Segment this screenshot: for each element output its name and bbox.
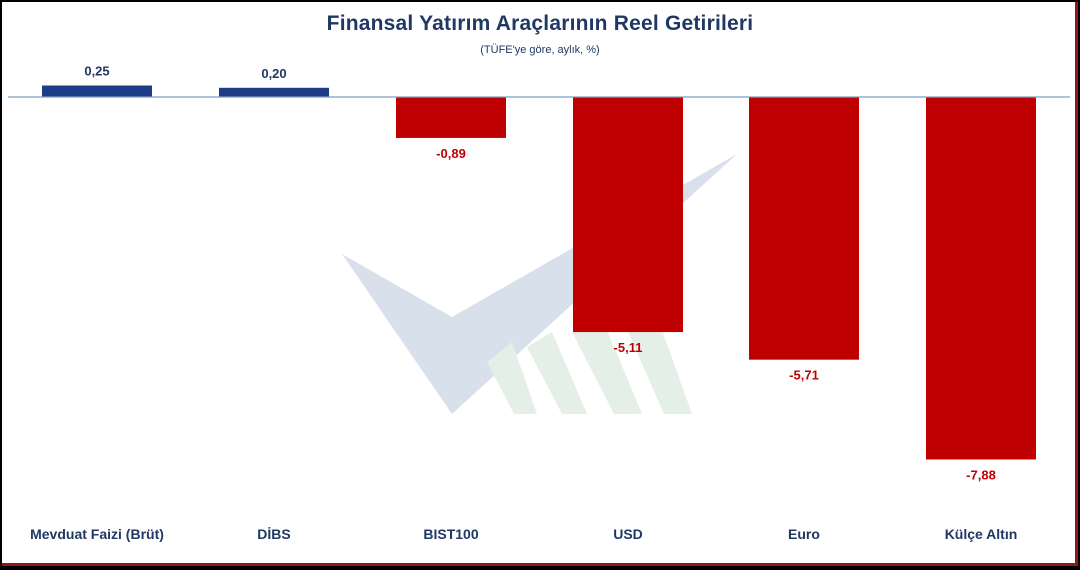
- data-label-4: -5,11: [614, 340, 643, 355]
- watermark-stripe-1: [487, 342, 537, 414]
- bar-2: [219, 87, 329, 97]
- bar-6: [926, 97, 1036, 460]
- bar-1: [42, 85, 152, 97]
- data-label-6: -7,88: [966, 467, 996, 482]
- bar-3: [396, 97, 506, 138]
- watermark-stripe-3: [572, 318, 642, 414]
- category-label-4: USD: [613, 526, 643, 542]
- data-label-3: -0,89: [436, 146, 466, 161]
- bar-4: [573, 97, 683, 333]
- category-label-5: Euro: [788, 526, 820, 542]
- chart-subtitle: (TÜFE'ye göre, aylık, %): [480, 44, 600, 56]
- data-label-5: -5,71: [789, 368, 819, 383]
- category-label-1: Mevduat Faizi (Brüt): [30, 526, 164, 542]
- chart-title: Finansal Yatırım Araçlarının Reel Getiri…: [326, 12, 754, 35]
- data-label-2: 0,20: [261, 66, 286, 81]
- data-label-1: 0,25: [84, 64, 109, 79]
- watermark-stripe-2: [527, 332, 587, 414]
- category-label-6: Külçe Altın: [945, 526, 1018, 542]
- labels-layer: 0,25 Mevduat Faizi (Brüt) 0,20 DİBS -0,89 BIS…: [30, 64, 1017, 543]
- bars-layer: [42, 85, 1036, 460]
- category-label-3: BIST100: [423, 526, 478, 542]
- bar-5: [749, 97, 859, 360]
- category-label-2: DİBS: [257, 526, 290, 542]
